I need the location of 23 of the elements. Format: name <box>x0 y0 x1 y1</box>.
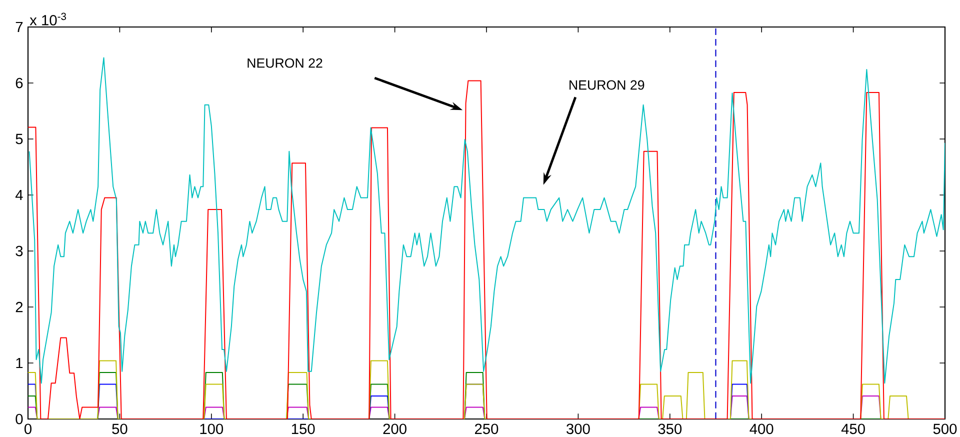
x-tick-label: 50 <box>112 424 128 434</box>
y-tick-label: 2 <box>16 302 23 312</box>
x-tick-label: 350 <box>658 424 682 434</box>
y-tick-label: 4 <box>15 190 23 200</box>
annotation: NEURON 22 <box>248 58 322 68</box>
x-tick-label: 0 <box>24 424 32 434</box>
x-tick-label: 100 <box>200 424 224 434</box>
x-tick-label: 500 <box>933 424 957 434</box>
y-tick-label: 1 <box>16 358 23 368</box>
x-tick-label: 250 <box>475 424 498 434</box>
x-tick-label: 200 <box>383 424 406 434</box>
y-tick-label: 7 <box>16 22 23 32</box>
x-tick-label: 400 <box>750 424 774 434</box>
y-tick-label: 0 <box>16 414 23 424</box>
annotation: NEURON 29 <box>570 80 644 90</box>
text: x 10$^{-3}$ <box>30 12 66 26</box>
y-tick-label: 3 <box>16 246 23 256</box>
y-tick-label: 6 <box>16 78 23 88</box>
line-series <box>28 80 945 419</box>
x-tick-label: 300 <box>566 424 590 434</box>
x-tick-label: 150 <box>292 424 315 434</box>
y-tick-label: 5 <box>16 134 23 144</box>
x-tick-label: 450 <box>841 424 865 434</box>
